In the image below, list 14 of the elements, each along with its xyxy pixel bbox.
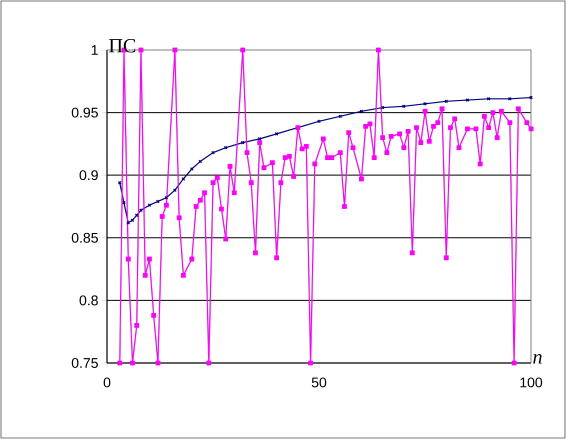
x-tick-label: 50 bbox=[312, 378, 326, 388]
point bbox=[122, 200, 126, 205]
x-tick-label: 0 bbox=[104, 378, 110, 388]
y-axis-title: ПС bbox=[109, 39, 136, 52]
x-tick-label: 100 bbox=[520, 378, 542, 388]
y-tick-label: 1 bbox=[92, 45, 98, 55]
y-tick-label: 0.9 bbox=[80, 170, 98, 180]
y-tick-label: 0.75 bbox=[72, 358, 98, 368]
y-tick-label: 0.85 bbox=[72, 232, 98, 243]
y-tick-label: 0.95 bbox=[72, 108, 98, 118]
point bbox=[139, 208, 143, 212]
x-axis-title: n bbox=[533, 354, 542, 364]
y-tick-label: 0.8 bbox=[80, 295, 98, 306]
point bbox=[423, 102, 427, 106]
